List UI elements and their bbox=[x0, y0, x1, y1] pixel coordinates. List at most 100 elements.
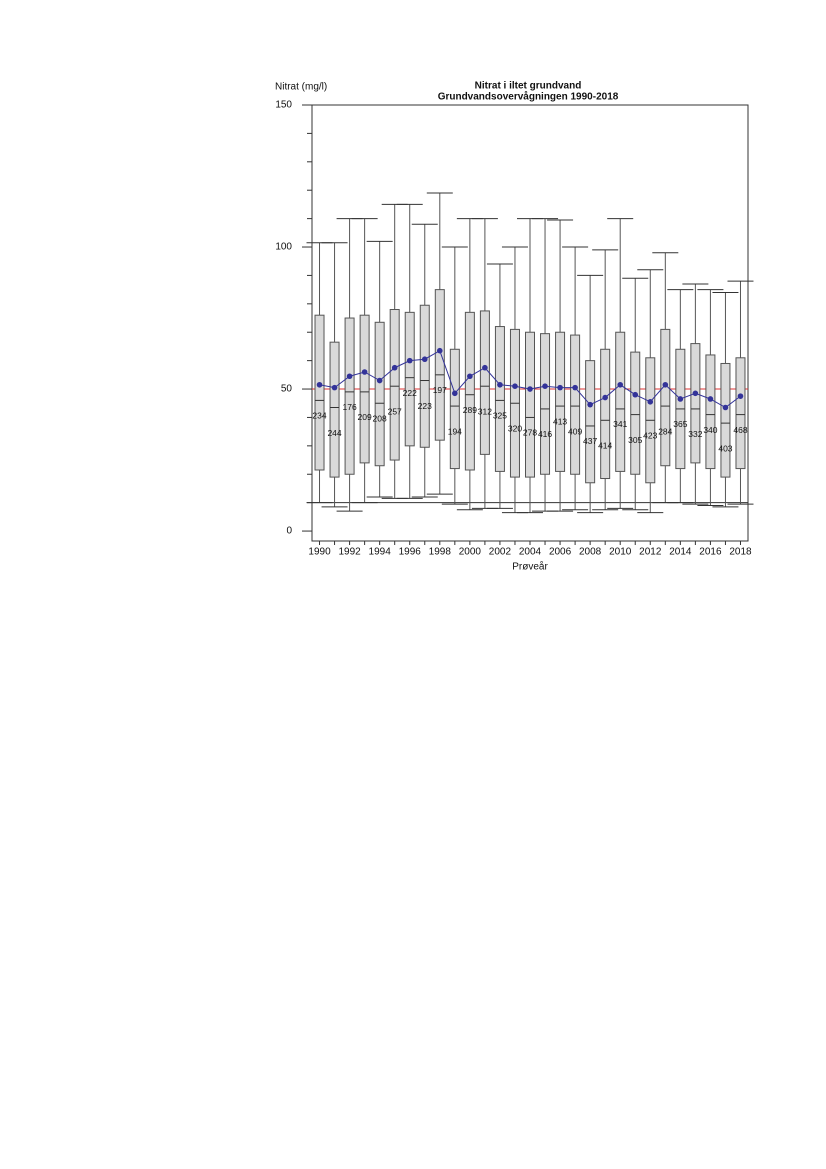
box bbox=[570, 334, 581, 475]
mean-dot bbox=[662, 381, 669, 388]
y-tick-label: 0 bbox=[286, 526, 292, 537]
box bbox=[660, 328, 671, 467]
x-axis-label: Prøveår bbox=[512, 561, 548, 573]
count-label: 409 bbox=[568, 426, 582, 436]
count-label: 284 bbox=[658, 426, 672, 436]
mean-dot bbox=[467, 373, 473, 380]
box bbox=[494, 326, 505, 472]
box bbox=[464, 311, 475, 471]
x-tick-label: 1996 bbox=[399, 547, 422, 558]
box bbox=[314, 314, 325, 471]
mean-dot bbox=[677, 396, 684, 402]
mean-dot bbox=[602, 394, 608, 401]
mean-dot bbox=[316, 381, 323, 388]
box bbox=[404, 311, 415, 447]
mean-dot bbox=[361, 369, 368, 375]
count-label: 176 bbox=[342, 402, 356, 412]
x-tick-label: 1994 bbox=[369, 547, 392, 558]
mean-dot bbox=[512, 383, 518, 389]
box bbox=[600, 348, 611, 480]
count-label: 468 bbox=[733, 425, 747, 435]
x-tick-label: 1998 bbox=[429, 547, 452, 558]
mean-dot bbox=[737, 393, 744, 399]
count-label: 194 bbox=[448, 426, 462, 436]
mean-dot bbox=[497, 381, 503, 388]
box bbox=[630, 351, 641, 475]
x-tick-label: 1992 bbox=[338, 547, 361, 558]
box bbox=[540, 333, 551, 475]
x-tick-label: 2018 bbox=[729, 547, 752, 558]
x-tick-label: 2016 bbox=[699, 547, 722, 558]
count-label: 320 bbox=[508, 423, 522, 433]
mean-dot bbox=[617, 381, 624, 388]
chart-subtitle: Grundvandsovervågningen 1990-2018 bbox=[438, 91, 619, 103]
mean-dot bbox=[391, 364, 398, 371]
box bbox=[449, 348, 460, 470]
y-tick-label: 100 bbox=[275, 242, 292, 253]
count-label: 234 bbox=[312, 411, 326, 421]
y-tick-label: 50 bbox=[281, 384, 293, 395]
mean-dot bbox=[452, 390, 458, 397]
mean-dot bbox=[376, 377, 383, 384]
y-tick-label: 150 bbox=[275, 100, 292, 111]
count-label: 289 bbox=[463, 405, 477, 415]
box bbox=[585, 360, 596, 484]
count-label: 340 bbox=[703, 425, 717, 435]
x-tick-label: 2004 bbox=[519, 547, 542, 558]
mean-dot bbox=[542, 383, 548, 389]
box bbox=[525, 331, 535, 478]
box bbox=[419, 304, 430, 448]
box bbox=[735, 357, 746, 470]
mean-dot bbox=[482, 364, 488, 371]
mean-dot bbox=[692, 390, 699, 397]
box bbox=[374, 321, 385, 467]
count-label: 341 bbox=[613, 419, 627, 429]
mean-dot bbox=[707, 396, 714, 402]
mean-dot bbox=[632, 391, 639, 398]
y-axis-label: Nitrat (mg/l) bbox=[275, 82, 327, 93]
x-tick-label: 1990 bbox=[308, 547, 331, 558]
box bbox=[705, 354, 716, 470]
box bbox=[329, 341, 340, 478]
mean-dot bbox=[406, 357, 413, 364]
mean-dot bbox=[436, 347, 443, 354]
box bbox=[690, 343, 701, 464]
box bbox=[389, 309, 400, 461]
mean-dot bbox=[421, 356, 428, 363]
box bbox=[720, 362, 731, 478]
box bbox=[615, 331, 626, 472]
count-label: 222 bbox=[403, 388, 417, 398]
mean-dot bbox=[572, 384, 578, 391]
chart-title: Nitrat i iltet grundvand bbox=[475, 81, 582, 92]
count-label: 416 bbox=[538, 429, 552, 439]
x-tick-label: 2012 bbox=[639, 547, 662, 558]
mean-dot bbox=[557, 384, 563, 391]
box bbox=[555, 331, 566, 472]
count-label: 257 bbox=[388, 406, 402, 416]
count-label: 278 bbox=[523, 428, 537, 438]
count-label: 197 bbox=[433, 385, 447, 395]
count-label: 437 bbox=[583, 436, 597, 446]
mean-dot bbox=[331, 384, 338, 391]
mean-dot bbox=[722, 404, 729, 411]
count-label: 414 bbox=[598, 441, 612, 451]
count-label: 223 bbox=[418, 401, 432, 411]
box bbox=[434, 289, 445, 441]
box bbox=[359, 314, 370, 464]
x-tick-label: 2002 bbox=[489, 547, 512, 558]
x-tick-label: 2006 bbox=[549, 547, 572, 558]
x-tick-label: 2000 bbox=[459, 547, 482, 558]
count-label: 208 bbox=[373, 413, 387, 423]
x-tick-label: 2008 bbox=[579, 547, 602, 558]
mean-dot bbox=[527, 386, 533, 392]
x-tick-label: 2014 bbox=[669, 547, 692, 558]
x-tick-label: 2010 bbox=[609, 547, 632, 558]
count-label: 209 bbox=[358, 412, 372, 422]
mean-dot bbox=[647, 399, 654, 405]
box bbox=[479, 310, 490, 455]
count-label: 423 bbox=[643, 431, 657, 441]
count-label: 365 bbox=[673, 419, 687, 429]
count-label: 305 bbox=[628, 435, 642, 445]
